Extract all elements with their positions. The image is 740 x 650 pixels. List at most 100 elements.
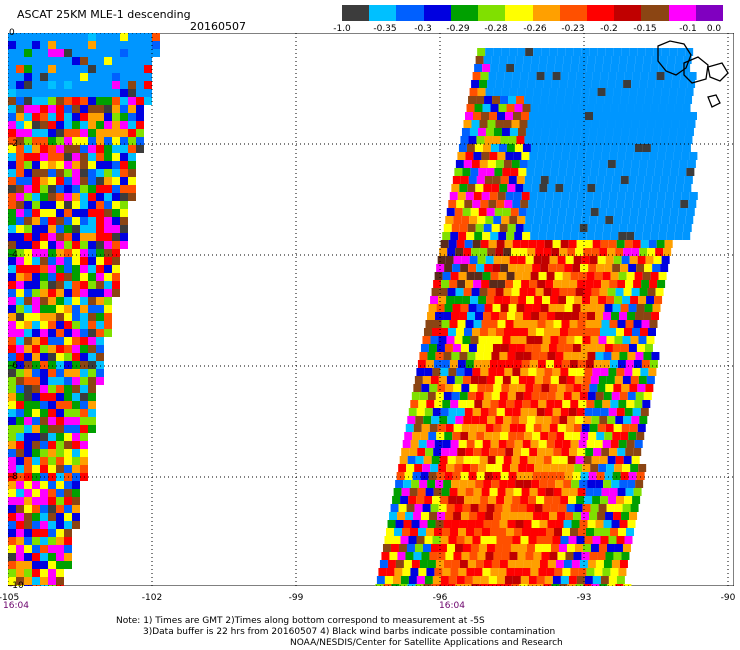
swath-cell — [24, 297, 32, 305]
swath-cell — [486, 544, 495, 552]
swath-cell — [609, 448, 618, 456]
swath-cell — [621, 384, 630, 392]
swath-cell — [528, 368, 537, 376]
swath-cell — [542, 464, 551, 472]
swath-cell — [435, 352, 444, 360]
swath-cell — [570, 232, 579, 240]
swath-cell — [465, 152, 474, 160]
swath-cell — [467, 352, 476, 360]
swath-cell — [24, 33, 32, 41]
swath-cell — [533, 256, 542, 264]
swath-cell — [104, 265, 112, 273]
swath-cell — [427, 312, 436, 320]
swath-cell — [48, 449, 56, 457]
swath-cell — [408, 408, 417, 416]
swath-cell — [515, 312, 524, 320]
swath-cell — [630, 376, 639, 384]
swath-cell — [40, 377, 48, 385]
swath-cell — [411, 480, 420, 488]
swath-cell — [96, 89, 104, 97]
swath-cell — [609, 320, 618, 328]
swath-cell — [32, 249, 40, 257]
swath-cell — [547, 392, 556, 400]
swath-cell — [611, 184, 620, 192]
swath-cell — [96, 297, 104, 305]
swath-cell — [24, 385, 32, 393]
swath-cell — [545, 152, 554, 160]
swath-cell — [40, 265, 48, 273]
swath-cell — [545, 488, 554, 496]
swath-cell — [88, 201, 96, 209]
swath-cell — [676, 96, 685, 104]
swath-cell — [619, 56, 628, 64]
swath-cell — [24, 353, 32, 361]
swath-cell — [56, 81, 64, 89]
swath-cell — [688, 72, 697, 80]
swath-cell — [663, 80, 672, 88]
swath-cell — [573, 424, 582, 432]
swath-cell — [530, 232, 539, 240]
swath-cell — [48, 409, 56, 417]
swath-cell — [632, 408, 641, 416]
swath-cell — [607, 416, 616, 424]
swath-cell — [612, 432, 621, 440]
swath-cell — [80, 89, 88, 97]
swath-cell — [512, 200, 521, 208]
swath-cell — [64, 257, 72, 265]
swath-cell — [128, 33, 136, 41]
swath-cell — [622, 296, 631, 304]
swath-cell — [549, 128, 558, 136]
swath-cell — [40, 369, 48, 377]
swath-cell — [672, 200, 681, 208]
swath-cell — [16, 513, 24, 521]
swath-cell — [439, 416, 448, 424]
swath-cell — [16, 241, 24, 249]
swath-cell — [437, 384, 446, 392]
swath-cell — [580, 96, 589, 104]
swath-cell — [56, 305, 64, 313]
swath-cell — [406, 504, 415, 512]
swath-cell — [665, 152, 674, 160]
swath-cell — [16, 433, 24, 441]
swath-cell — [493, 384, 502, 392]
swath-cell — [16, 233, 24, 241]
swath-cell — [630, 296, 639, 304]
swath-cell — [567, 120, 576, 128]
swath-cell — [64, 385, 72, 393]
swath-cell — [32, 497, 40, 505]
swath-cell — [509, 512, 518, 520]
swath-cell — [120, 89, 128, 97]
swath-cell — [56, 57, 64, 65]
swath-cell — [622, 168, 631, 176]
swath-cell — [536, 496, 545, 504]
swath-cell — [535, 160, 544, 168]
swath-cell — [596, 472, 605, 480]
swath-cell — [24, 73, 32, 81]
swath-cell — [487, 160, 496, 168]
swath-cell — [40, 313, 48, 321]
swath-cell — [560, 408, 569, 416]
swath-cell — [481, 112, 489, 120]
swath-cell — [56, 289, 64, 297]
swath-cell — [472, 240, 481, 248]
swath-cell — [64, 129, 72, 137]
swath-cell — [543, 160, 552, 168]
swath-cell — [483, 224, 492, 232]
swath-cell — [470, 464, 479, 472]
swath-cell — [449, 360, 458, 368]
swath-cell — [491, 312, 500, 320]
swath-cell — [446, 208, 455, 216]
swath-cell — [16, 537, 24, 545]
swath-cell — [612, 264, 621, 272]
swath-cell — [96, 281, 104, 289]
swath-cell — [410, 568, 419, 576]
swath-cell — [663, 160, 672, 168]
swath-cell — [423, 456, 432, 464]
swath-cell — [458, 272, 467, 280]
swath-cell — [625, 448, 634, 456]
swath-cell — [519, 160, 528, 168]
swath-cell — [608, 576, 617, 584]
swath-cell — [8, 153, 16, 161]
swath-cell — [600, 368, 609, 376]
swath-cell — [565, 128, 574, 136]
